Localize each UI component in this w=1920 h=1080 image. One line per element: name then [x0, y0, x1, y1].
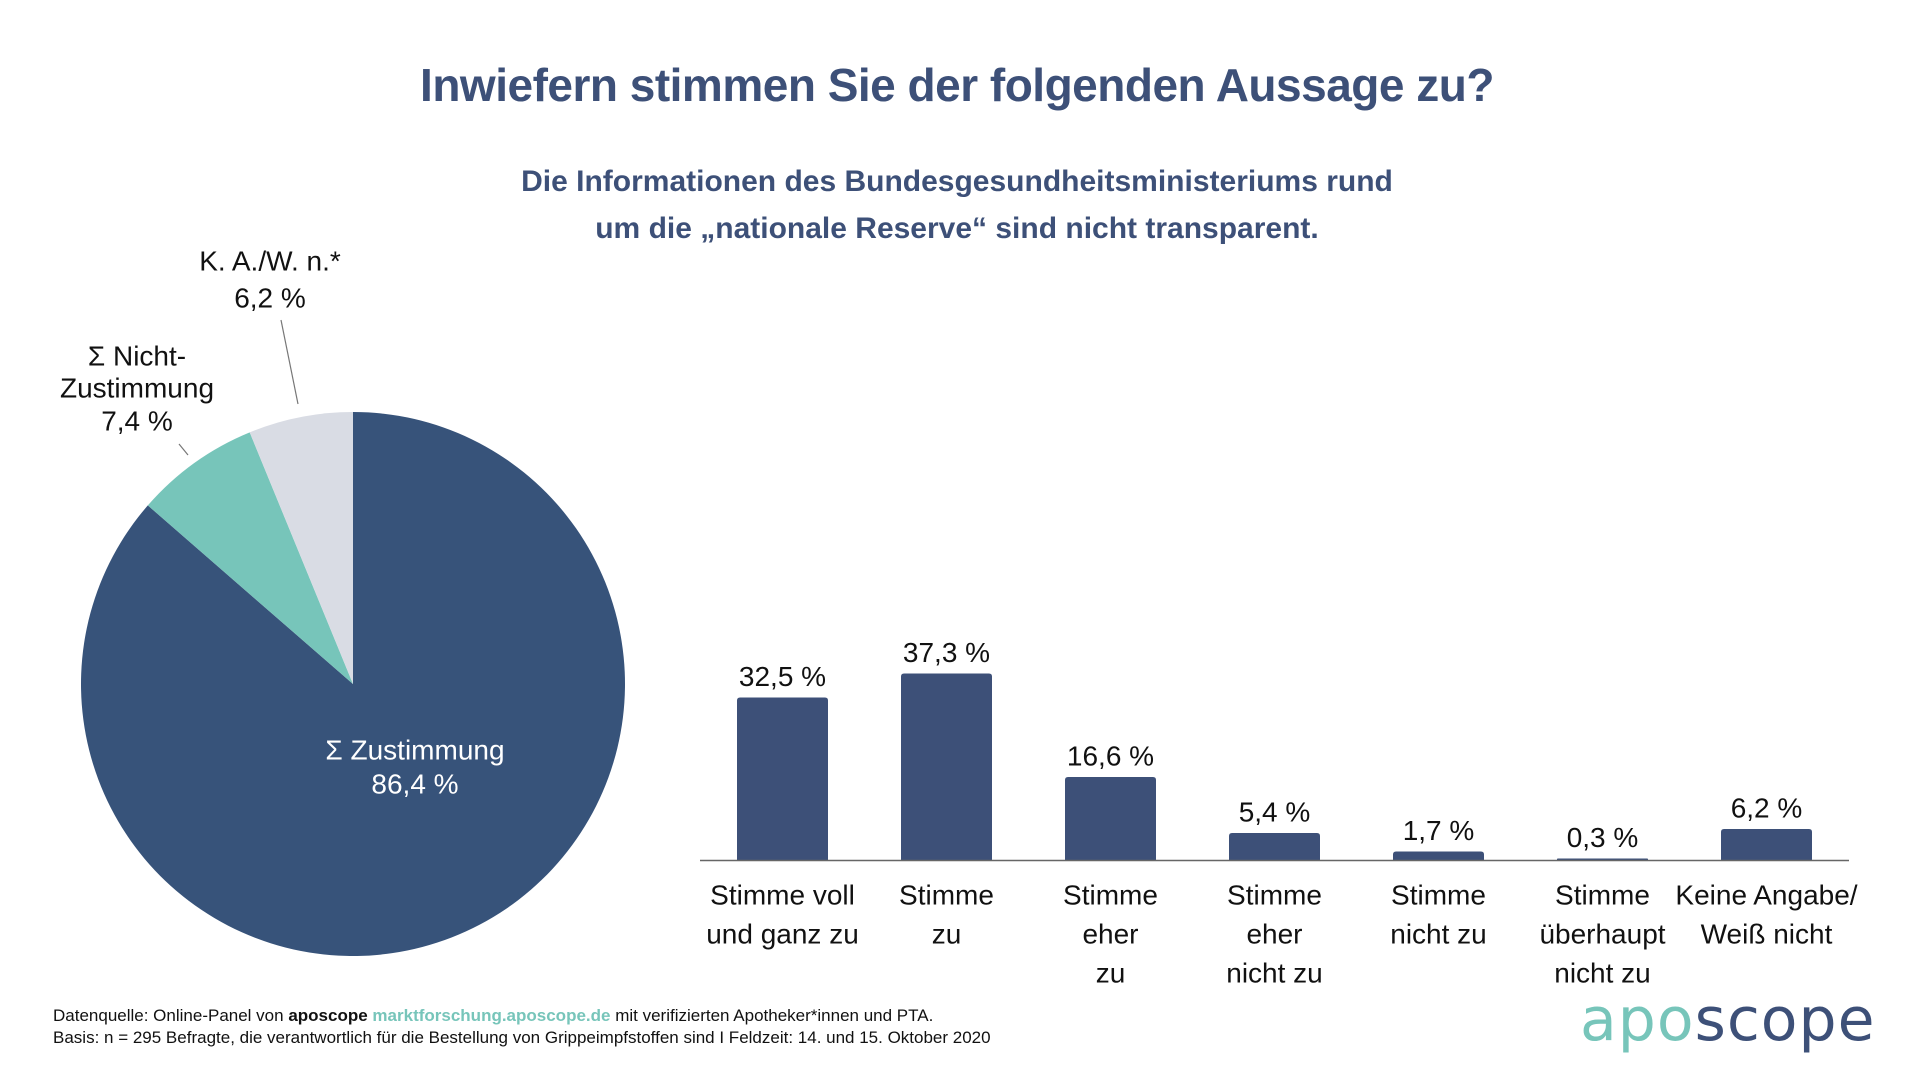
aposcope-logo: aposcope — [1580, 985, 1876, 1055]
footer-brand: aposcope — [288, 1006, 368, 1025]
pie-slice-0 — [81, 412, 626, 956]
bar-category-label-4-line-1: nicht zu — [1390, 918, 1487, 949]
pie-slice-1 — [147, 432, 353, 684]
bar-category-label-3-line-2: nicht zu — [1226, 957, 1323, 988]
bar-category-label-0-line-1: und ganz zu — [706, 918, 859, 949]
bar-0 — [737, 697, 828, 860]
bar-category-label-2-line-2: zu — [1096, 957, 1126, 988]
pie-label-2-line-1: 6,2 % — [234, 282, 306, 313]
bar-value-label-0: 32,5 % — [739, 661, 826, 692]
bar-category-label-3-line-0: Stimme — [1227, 879, 1322, 910]
pie-label-1-line-1: Zustimmung — [60, 372, 214, 403]
bar-category-label-3-line-1: eher — [1246, 918, 1302, 949]
bar-5 — [1557, 858, 1648, 860]
footer-link[interactable]: marktforschung.aposcope.de — [372, 1006, 611, 1025]
bar-3 — [1229, 833, 1320, 860]
bar-category-label-5-line-2: nicht zu — [1554, 957, 1651, 988]
bar-category-label-1-line-1: zu — [932, 918, 962, 949]
bar-category-label-0-line-0: Stimme voll — [710, 879, 855, 910]
subtitle-line-2: um die „nationale Reserve“ sind nicht tr… — [595, 212, 1319, 245]
pie-slice-2 — [249, 412, 353, 684]
pie-label-1-line-0: Σ Nicht- — [88, 340, 186, 371]
bar-4 — [1393, 851, 1484, 860]
footer-line-1: Datenquelle: Online-Panel von aposcope m… — [53, 1005, 991, 1027]
bar-1 — [901, 673, 992, 860]
footer-source-prefix: Datenquelle: Online-Panel von — [53, 1006, 289, 1025]
footer-source: Datenquelle: Online-Panel von aposcope m… — [53, 1005, 991, 1049]
bar-category-label-2-line-0: Stimme — [1063, 879, 1158, 910]
bar-value-label-4: 1,7 % — [1403, 815, 1475, 846]
bar-value-label-2: 16,6 % — [1067, 740, 1154, 771]
bar-category-label-2-line-1: eher — [1082, 918, 1138, 949]
bar-6 — [1721, 829, 1812, 860]
bar-category-label-6-line-0: Keine Angabe/ — [1675, 879, 1857, 910]
bar-category-label-1-line-0: Stimme — [899, 879, 994, 910]
leader-line-kawn — [280, 319, 299, 405]
bar-category-label-4-line-0: Stimme — [1391, 879, 1486, 910]
pie-label-1-line-2: 7,4 % — [101, 405, 173, 436]
bar-value-label-1: 37,3 % — [903, 637, 990, 668]
pie-label-2-line-0: K. A./W. n.* — [199, 245, 341, 276]
bar-value-label-3: 5,4 % — [1239, 796, 1311, 827]
logo-part-scope: scope — [1694, 985, 1876, 1055]
bar-category-label-5-line-1: überhaupt — [1539, 918, 1665, 949]
chart-subtitle: Die Informationen des Bundesgesundheitsm… — [0, 158, 1914, 252]
subtitle-line-1: Die Informationen des Bundesgesundheitsm… — [521, 165, 1393, 198]
pie-chart — [81, 412, 626, 956]
logo-part-apo: apo — [1580, 985, 1695, 1055]
bar-2 — [1065, 777, 1156, 860]
bar-value-label-5: 0,3 % — [1567, 822, 1639, 853]
bar-category-label-6-line-1: Weiß nicht — [1701, 918, 1833, 949]
footer-line-2: Basis: n = 295 Befragte, die verantwortl… — [53, 1028, 991, 1047]
bar-category-label-5-line-0: Stimme — [1555, 879, 1650, 910]
footer-source-suffix: mit verifizierten Apotheker*innen und PT… — [610, 1006, 934, 1025]
bar-chart: 32,5 % Stimme voll und ganz zu 37,3 % Stimme… — [700, 637, 1858, 988]
leader-line-nicht-zustimmung — [178, 443, 189, 456]
chart-title: Inwiefern stimmen Sie der folgenden Auss… — [420, 59, 1494, 111]
pie-label-0-line-1: 86,4 % — [371, 768, 458, 799]
pie-label-0-line-0: Σ Zustimmung — [325, 734, 504, 765]
bar-value-label-6: 6,2 % — [1731, 792, 1803, 823]
